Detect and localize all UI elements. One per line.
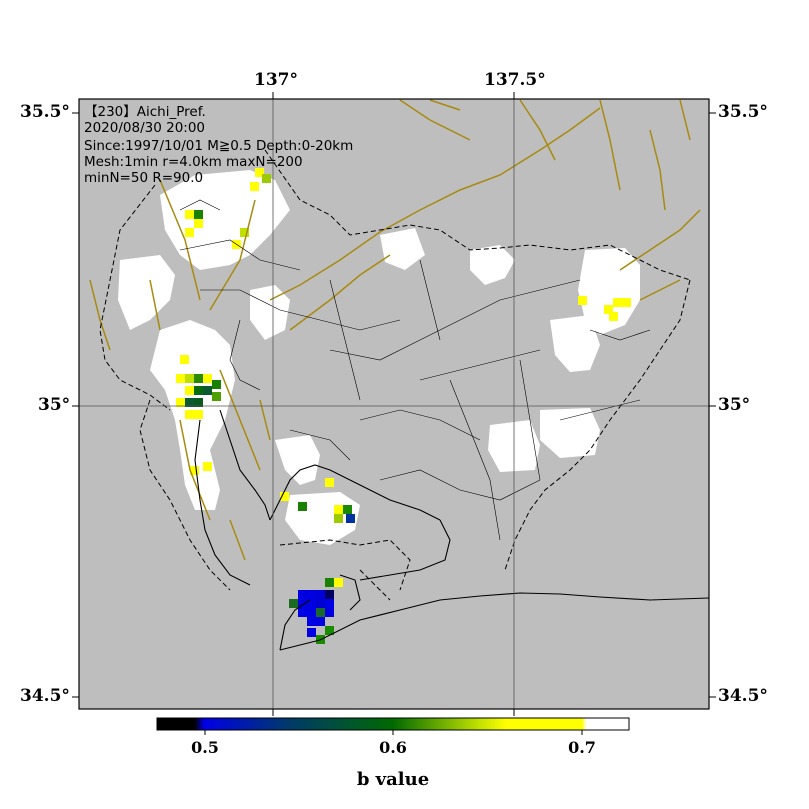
lat-label-left-34-5: 34.5° (20, 686, 70, 706)
graticule (79, 99, 709, 709)
header-minn: minN=50 R=90.0 (84, 170, 204, 186)
map-frame (78, 98, 710, 710)
colorbar-title: b value (356, 769, 430, 790)
colorbar (156, 717, 630, 731)
b-value-cells (176, 168, 631, 644)
header-mesh: Mesh:1min r=4.0km maxN=200 (84, 154, 303, 170)
header-region-title: 【230】Aichi_Pref. (84, 104, 206, 120)
axis-ticks (72, 92, 716, 716)
header-since: Since:1997/10/01 M≧0.5 Depth:0-20km (84, 138, 354, 154)
lat-label-right-35-5: 35.5° (718, 102, 768, 122)
colorbar-tick-0-5: 0.5 (191, 738, 219, 757)
lat-label-right-35: 35° (718, 395, 751, 415)
prefecture-boundary (99, 149, 691, 601)
lon-label-137: 137° (254, 70, 298, 90)
lat-label-right-34-5: 34.5° (718, 686, 768, 706)
lat-label-left-35-5: 35.5° (20, 102, 70, 122)
municipal-boundaries (179, 199, 651, 541)
colorbar-tick-0-7: 0.7 (568, 738, 596, 757)
header-datetime: 2020/08/30 20:00 (84, 120, 206, 136)
coastline (194, 409, 709, 651)
lat-label-left-35: 35° (38, 395, 71, 415)
colorbar-tick-0-6: 0.6 (379, 738, 407, 757)
colorbar-ticks (204, 730, 583, 735)
lon-label-137-5: 137.5° (484, 70, 546, 90)
fault-lines (89, 99, 701, 561)
